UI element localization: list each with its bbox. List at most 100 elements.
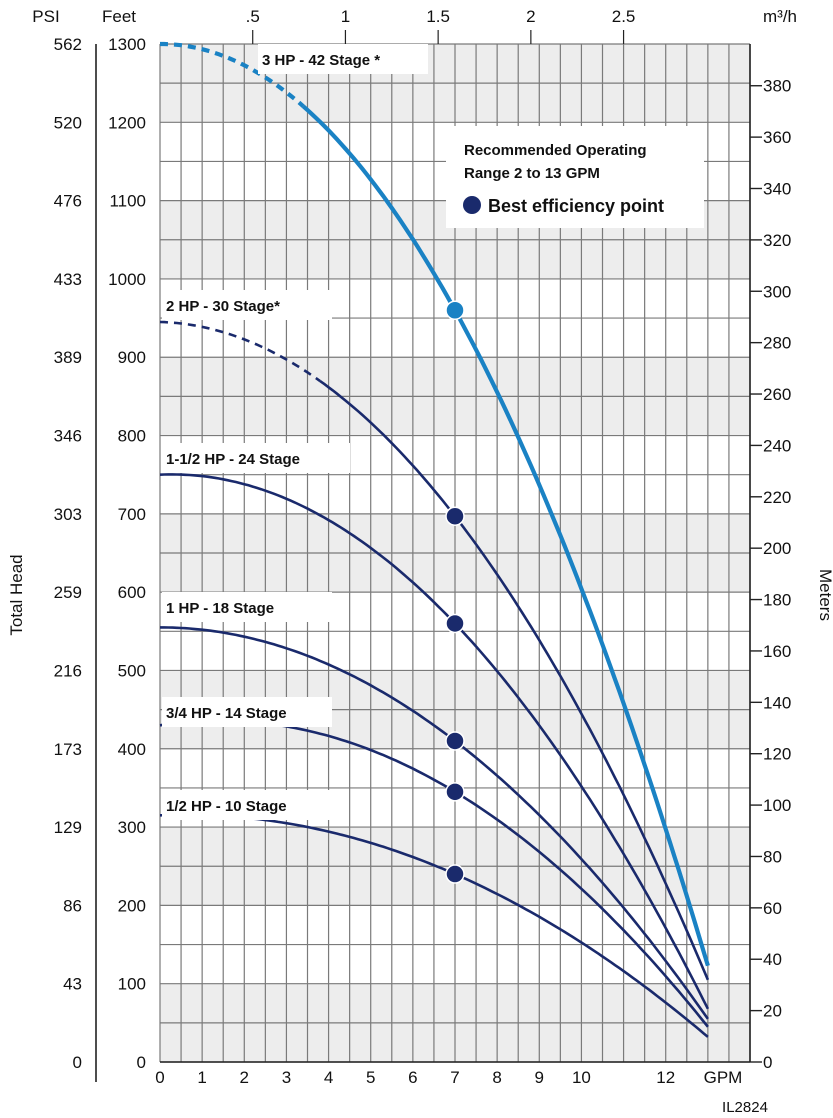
meter-tick-label: 220 — [763, 488, 791, 507]
meters-axis-title: Meters — [816, 569, 833, 621]
pump-curve-dashed-segment — [160, 41, 305, 108]
psi-tick-label: 129 — [54, 818, 82, 837]
m3h-tick-label: 2.5 — [612, 7, 636, 26]
curve-label: 1-1/2 HP - 24 Stage — [166, 451, 300, 468]
feet-tick-label: 600 — [118, 583, 146, 602]
best-efficiency-point — [445, 300, 465, 320]
pump-curve — [301, 104, 710, 967]
psi-tick-label: 0 — [73, 1053, 82, 1072]
psi-tick-label: 216 — [54, 661, 82, 680]
best-efficiency-point — [445, 506, 465, 526]
gpm-tick-label: 10 — [572, 1068, 591, 1087]
gpm-tick-label: 4 — [324, 1068, 333, 1087]
feet-unit-label: Feet — [102, 7, 136, 26]
best-efficiency-points — [445, 300, 465, 884]
m3h-tick-label: 1.5 — [426, 7, 450, 26]
feet-tick-label: 200 — [118, 896, 146, 915]
meter-tick-label: 300 — [763, 282, 791, 301]
meter-tick-label: 60 — [763, 899, 782, 918]
feet-tick-label: 0 — [137, 1053, 146, 1072]
gpm-tick-label: 3 — [282, 1068, 291, 1087]
feet-tick-label: 700 — [118, 505, 146, 524]
curve-label-box — [162, 290, 332, 320]
meter-tick-label: 80 — [763, 847, 782, 866]
m3h-tick-label: .5 — [246, 7, 260, 26]
axes: 0010043200863001294001735002166002597003… — [54, 7, 792, 1087]
psi-tick-label: 346 — [54, 427, 82, 446]
psi-tick-label: 86 — [63, 896, 82, 915]
legend-marker — [463, 196, 481, 214]
legend-title-line: Range 2 to 13 GPM — [464, 165, 600, 182]
gpm-tick-label: 0 — [155, 1068, 164, 1087]
gpm-unit-label: GPM — [704, 1068, 743, 1087]
pump-curve — [159, 473, 710, 1010]
curve-label-box — [162, 697, 332, 727]
best-efficiency-point — [445, 782, 465, 802]
psi-tick-label: 43 — [63, 975, 82, 994]
meter-tick-label: 340 — [763, 179, 791, 198]
best-efficiency-point — [445, 864, 465, 884]
meter-tick-label: 240 — [763, 436, 791, 455]
psi-tick-label: 433 — [54, 270, 82, 289]
psi-tick-label: 259 — [54, 583, 82, 602]
curve-label: 1 HP - 18 Stage — [166, 600, 274, 617]
meter-tick-label: 20 — [763, 1002, 782, 1021]
legend: Recommended Operating Range 2 to 13 GPM Be… — [446, 126, 704, 228]
curve-label: 3/4 HP - 14 Stage — [166, 705, 287, 722]
feet-tick-label: 800 — [118, 427, 146, 446]
total-head-axis-title: Total Head — [7, 554, 26, 635]
legend-title-line: Recommended Operating — [464, 142, 647, 159]
figure-id: IL2824 — [722, 1099, 768, 1116]
psi-tick-label: 562 — [54, 35, 82, 54]
best-efficiency-point — [445, 613, 465, 634]
gpm-tick-label: 1 — [197, 1068, 206, 1087]
curve-label: 1/2 HP - 10 Stage — [166, 798, 287, 815]
feet-tick-label: 500 — [118, 661, 146, 680]
gpm-tick-label: 9 — [535, 1068, 544, 1087]
psi-tick-label: 389 — [54, 348, 82, 367]
meter-tick-label: 0 — [763, 1053, 772, 1072]
feet-tick-label: 1000 — [108, 270, 146, 289]
meter-tick-label: 200 — [763, 539, 791, 558]
pump-curve — [319, 380, 710, 981]
feet-tick-label: 1200 — [108, 113, 146, 132]
feet-tick-label: 100 — [118, 975, 146, 994]
meter-tick-label: 40 — [763, 950, 782, 969]
meter-tick-label: 260 — [763, 385, 791, 404]
meter-tick-label: 120 — [763, 745, 791, 764]
legend-item-label: Best efficiency point — [488, 196, 664, 216]
curve-label: 3 HP - 42 Stage * — [262, 52, 380, 69]
feet-tick-label: 1300 — [108, 35, 146, 54]
gpm-tick-label: 5 — [366, 1068, 375, 1087]
m3h-tick-label: 1 — [341, 7, 350, 26]
feet-tick-label: 400 — [118, 740, 146, 759]
feet-tick-label: 1100 — [109, 192, 146, 211]
meter-tick-label: 100 — [763, 796, 791, 815]
psi-tick-label: 520 — [54, 113, 82, 132]
legend-box — [446, 126, 704, 228]
m3h-unit-label: m³/h — [763, 7, 797, 26]
meter-tick-label: 360 — [763, 128, 791, 147]
curve-label-box — [162, 592, 332, 622]
meter-tick-label: 320 — [763, 231, 791, 250]
psi-unit-label: PSI — [32, 7, 59, 26]
psi-tick-label: 476 — [54, 192, 82, 211]
psi-tick-label: 303 — [54, 505, 82, 524]
curve-labels: 3 HP - 42 Stage * 2 HP - 30 Stage* 1-1/2 H… — [162, 44, 428, 820]
gpm-tick-label: 6 — [408, 1068, 417, 1087]
meter-tick-label: 160 — [763, 642, 791, 661]
curve-label-box — [162, 443, 350, 473]
curve-label: 2 HP - 30 Stage* — [166, 298, 280, 315]
feet-tick-label: 300 — [118, 818, 146, 837]
meter-tick-label: 140 — [763, 693, 791, 712]
curve-label-box — [162, 790, 332, 820]
gpm-tick-label: 7 — [450, 1068, 459, 1087]
gpm-tick-label: 12 — [656, 1068, 675, 1087]
pump-curve — [160, 626, 709, 1020]
pump-curve-dashed-segment — [159, 320, 321, 383]
feet-tick-label: 900 — [118, 348, 146, 367]
gpm-tick-label: 8 — [492, 1068, 501, 1087]
m3h-tick-label: 2 — [526, 7, 535, 26]
meter-tick-label: 280 — [763, 334, 791, 353]
